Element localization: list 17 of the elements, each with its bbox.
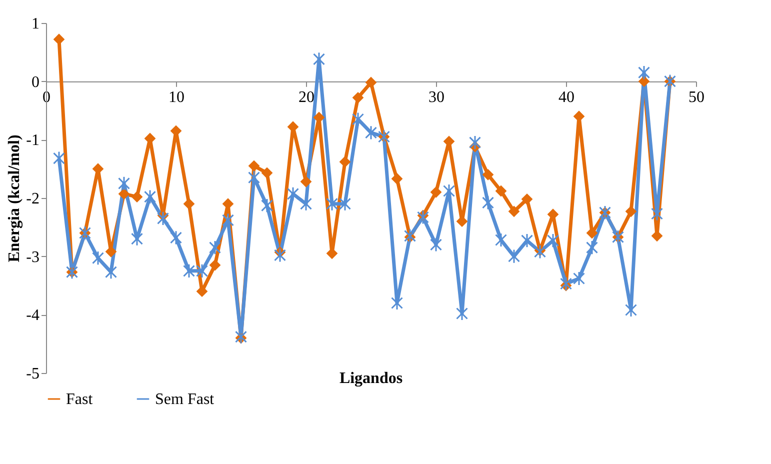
y-tick-label: -2 [26, 190, 40, 208]
legend-label: Sem Fast [155, 391, 215, 408]
y-tick-label: -1 [26, 132, 40, 150]
x-tick-label: 50 [688, 88, 704, 106]
x-tick-label: 40 [558, 88, 574, 106]
x-tick-label: 10 [168, 88, 184, 106]
legend-label: Fast [66, 391, 94, 408]
y-tick-label: -3 [26, 248, 40, 266]
y-tick-label: 0 [32, 74, 40, 91]
x-tick-label: 20 [298, 88, 314, 106]
x-tick-label: 0 [42, 88, 50, 106]
y-axis-title: Energia (kcal/mol) [6, 134, 24, 262]
y-tick-label: -5 [26, 366, 40, 382]
y-tick-label: -4 [26, 307, 40, 324]
x-axis-title: Ligandos [339, 370, 403, 387]
x-tick-label: 30 [428, 88, 444, 106]
y-tick-label: 1 [32, 16, 40, 32]
